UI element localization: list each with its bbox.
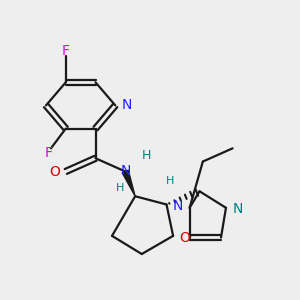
Text: N: N [121, 164, 131, 178]
Text: H: H [116, 183, 124, 193]
Text: H: H [166, 176, 174, 186]
Text: N: N [232, 202, 243, 216]
Polygon shape [122, 170, 135, 196]
Text: O: O [180, 230, 190, 244]
Text: F: F [44, 146, 52, 160]
Text: O: O [49, 165, 60, 179]
Text: H: H [142, 149, 152, 162]
Text: N: N [172, 199, 183, 213]
Text: N: N [121, 98, 132, 112]
Text: F: F [62, 44, 70, 58]
